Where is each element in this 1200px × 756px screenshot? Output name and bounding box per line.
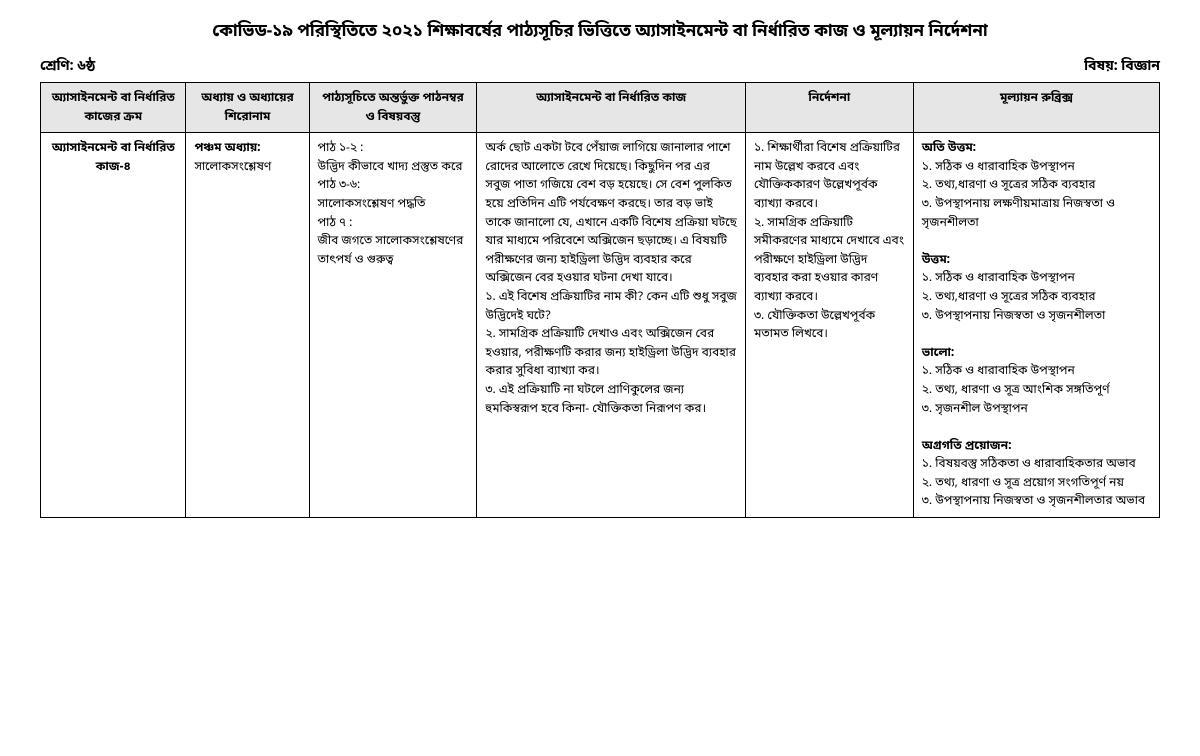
col-assignment-no: অ্যাসাইনমেন্ট বা নির্ধারিত কাজের ক্রম (41, 83, 186, 133)
subheader: শ্রেণি: ৬ষ্ঠ বিষয়: বিজ্ঞান (40, 57, 1160, 76)
table-header-row: অ্যাসাইনমেন্ট বা নির্ধারিত কাজের ক্রম অধ… (41, 83, 1160, 133)
rubric-line: ৩. উপস্থাপনায় নিজস্বতা ও সৃজনশীলতা (922, 307, 1151, 326)
lesson-line: পাঠ ১-২ : (318, 139, 469, 158)
rubric-line: ৩. উপস্থাপনায় নিজস্বতা ও সৃজনশীলতার অভা… (922, 492, 1151, 511)
cell-chapter: পঞ্চম অধ্যায়: সালোকসংশ্লেষণ (186, 133, 309, 518)
subject-label: বিষয়: বিজ্ঞান (1084, 57, 1160, 76)
guidance-line: ১. শিক্ষার্থীরা বিশেষ প্রক্রিয়াটির নাম … (754, 139, 905, 213)
rubric-line: ১. সঠিক ও ধারাবাহিক উপস্থাপন (922, 362, 1151, 381)
cell-assignment-no: অ্যাসাইনমেন্ট বা নির্ধারিত কাজ-৪ (41, 133, 186, 518)
table-row: অ্যাসাইনমেন্ট বা নির্ধারিত কাজ-৪ পঞ্চম অ… (41, 133, 1160, 518)
class-label: শ্রেণি: ৬ষ্ঠ (40, 57, 95, 76)
col-task: অ্যাসাইনমেন্ট বা নির্ধারিত কাজ (477, 83, 746, 133)
rubric-line: ৩. সৃজনশীল উপস্থাপন (922, 400, 1151, 419)
chapter-title: পঞ্চম অধ্যায়: (194, 139, 300, 158)
lesson-line: সালোকসংশ্লেষণ পদ্ধতি (318, 195, 469, 214)
rubric-line: ১. সঠিক ও ধারাবাহিক উপস্থাপন (922, 158, 1151, 177)
rubric-line: ১. সঠিক ও ধারাবাহিক উপস্থাপন (922, 269, 1151, 288)
lesson-line: উদ্ভিদ কীভাবে খাদ্য প্রস্তুত করে (318, 158, 469, 177)
guidance-line: ৩. যৌক্তিকতা উল্লেখপূর্বক মতামত লিখবে। (754, 307, 905, 344)
rubric-title: অগ্রগতি প্রয়োজন: (922, 437, 1151, 456)
rubric-line: ২. তথ্য, ধারণা ও সূত্র আংশিক সঙ্গতিপূর্ণ (922, 381, 1151, 400)
cell-guidance: ১. শিক্ষার্থীরা বিশেষ প্রক্রিয়াটির নাম … (745, 133, 913, 518)
col-chapter: অধ্যায় ও অধ্যায়ের শিরোনাম (186, 83, 309, 133)
page-title: কোভিড-১৯ পরিস্থিতিতে ২০২১ শিক্ষাবর্ষের প… (40, 20, 1160, 43)
task-question: ২. সামগ্রিক প্রক্রিয়াটি দেখাও এবং অক্সি… (485, 325, 737, 381)
rubric-title: উত্তম: (922, 251, 1151, 270)
task-question: ১. এই বিশেষ প্রক্রিয়াটির নাম কী? কেন এট… (485, 288, 737, 325)
task-paragraph: অর্ক ছোট একটা টবে পেঁয়াজ লাগিয়ে জানালা… (485, 139, 737, 288)
rubric-line: ২. তথ্য, ধারণা ও সূত্র প্রয়োগ সংগতিপূর্… (922, 474, 1151, 493)
rubric-line: ৩. উপস্থাপনায় লক্ষণীয়মাত্রায় নিজস্বতা… (922, 195, 1151, 232)
col-guidance: নির্দেশনা (745, 83, 913, 133)
rubric-line: ২. তথ্য,ধারণা ও সূত্রের সঠিক ব্যবহার (922, 288, 1151, 307)
task-question: ৩. এই প্রক্রিয়াটি না ঘটলে প্রাণিকুলের জ… (485, 381, 737, 418)
cell-rubric: অতি উত্তম: ১. সঠিক ও ধারাবাহিক উপস্থাপন … (913, 133, 1159, 518)
chapter-name: সালোকসংশ্লেষণ (194, 158, 300, 177)
rubric-title: অতি উত্তম: (922, 139, 1151, 158)
lesson-line: পাঠ ৩-৬: (318, 176, 469, 195)
cell-lessons: পাঠ ১-২ : উদ্ভিদ কীভাবে খাদ্য প্রস্তুত ক… (309, 133, 477, 518)
rubric-line: ২. তথ্য,ধারণা ও সূত্রের সঠিক ব্যবহার (922, 176, 1151, 195)
cell-task: অর্ক ছোট একটা টবে পেঁয়াজ লাগিয়ে জানালা… (477, 133, 746, 518)
rubric-title: ভালো: (922, 344, 1151, 363)
lesson-line: পাঠ ৭ : (318, 214, 469, 233)
guidance-line: ২. সামগ্রিক প্রক্রিয়াটি সমীকরণের মাধ্যম… (754, 214, 905, 307)
col-rubric: মূল্যায়ন রুব্রিক্স (913, 83, 1159, 133)
assignment-table: অ্যাসাইনমেন্ট বা নির্ধারিত কাজের ক্রম অধ… (40, 82, 1160, 518)
rubric-line: ১. বিষয়বস্তু সঠিকতা ও ধারাবাহিকতার অভাব (922, 455, 1151, 474)
lesson-line: জীব জগতে সালোকসংশ্লেষণের তাৎপর্য ও গুরুত… (318, 232, 469, 269)
col-lessons: পাঠ্যসূচিতে অন্তর্ভুক্ত পাঠনম্বর ও বিষয়… (309, 83, 477, 133)
